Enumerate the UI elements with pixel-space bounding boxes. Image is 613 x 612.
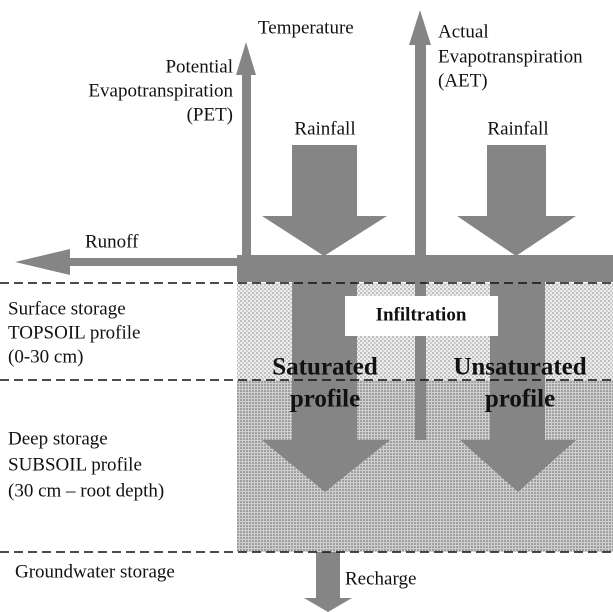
label: Evapotranspiration bbox=[88, 80, 233, 101]
label: SUBSOIL profile bbox=[8, 454, 142, 475]
label: Temperature bbox=[258, 17, 354, 38]
label: Deep storage bbox=[8, 428, 108, 449]
label: Saturated bbox=[272, 354, 378, 381]
label: (30 cm – root depth) bbox=[8, 480, 164, 501]
label: Actual bbox=[438, 21, 489, 42]
label: Rainfall bbox=[487, 118, 548, 139]
infiltration-box bbox=[345, 296, 498, 336]
label: Infiltration bbox=[376, 304, 467, 325]
label: (PET) bbox=[187, 104, 233, 125]
label: Potential bbox=[165, 56, 233, 77]
label: Evapotranspiration bbox=[438, 46, 583, 67]
label: Runoff bbox=[85, 231, 139, 252]
label: Unsaturated bbox=[453, 354, 586, 381]
label: TOPSOIL profile bbox=[8, 322, 140, 343]
arrows bbox=[15, 10, 613, 612]
label: Surface storage bbox=[8, 298, 126, 319]
label: profile bbox=[290, 386, 360, 413]
label: Rainfall bbox=[294, 118, 355, 139]
label: Recharge bbox=[345, 568, 416, 589]
label: profile bbox=[485, 386, 555, 413]
label: (0-30 cm) bbox=[8, 346, 83, 367]
label: Groundwater storage bbox=[15, 561, 175, 582]
label: (AET) bbox=[438, 70, 488, 91]
